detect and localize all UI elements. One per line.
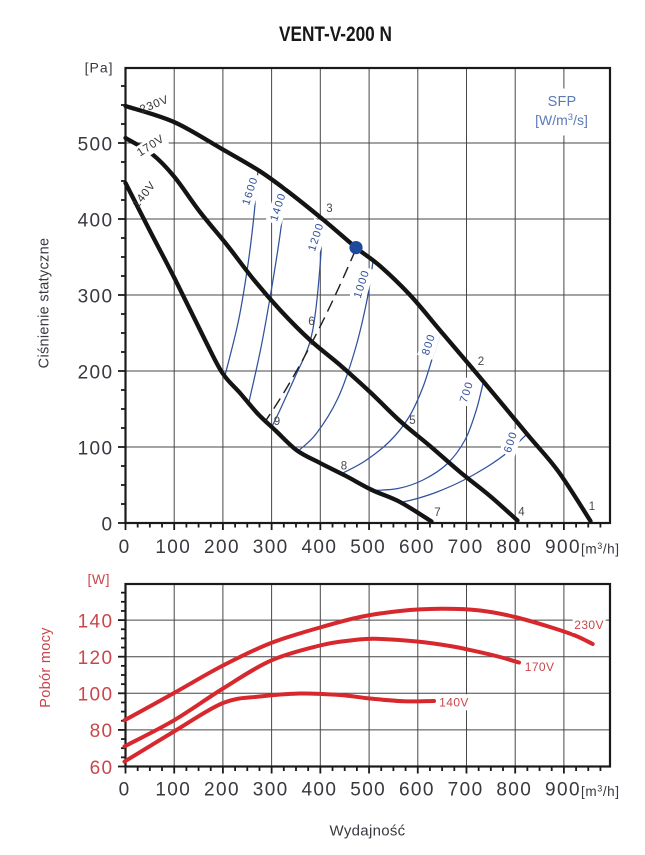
svg-text:200: 200 [204, 537, 240, 558]
svg-text:140V: 140V [439, 695, 469, 709]
svg-text:400: 400 [301, 537, 337, 558]
svg-text:400: 400 [78, 210, 114, 231]
svg-text:[W/m3/s]: [W/m3/s] [535, 112, 588, 128]
svg-text:200: 200 [78, 362, 114, 383]
svg-text:900: 900 [545, 780, 581, 801]
svg-text:170V: 170V [525, 660, 555, 674]
svg-text:800: 800 [496, 780, 532, 801]
svg-text:600: 600 [399, 780, 435, 801]
svg-text:100: 100 [155, 780, 191, 801]
svg-text:5: 5 [409, 415, 415, 427]
svg-text:800: 800 [496, 537, 532, 558]
svg-text:100: 100 [78, 685, 114, 706]
svg-text:900: 900 [545, 537, 581, 558]
svg-text:SFP: SFP [548, 94, 577, 110]
svg-text:Pobór mocy: Pobór mocy [38, 627, 54, 708]
svg-text:8: 8 [341, 461, 347, 473]
svg-text:2: 2 [478, 356, 484, 368]
svg-text:1: 1 [589, 501, 595, 513]
svg-text:300: 300 [78, 286, 114, 307]
svg-text:0: 0 [119, 780, 131, 801]
svg-text:100: 100 [78, 438, 114, 459]
svg-text:700: 700 [448, 780, 484, 801]
svg-text:400: 400 [301, 780, 337, 801]
svg-text:[W]: [W] [88, 571, 111, 587]
svg-text:80: 80 [90, 721, 114, 742]
svg-text:Ciśnienie statyczne: Ciśnienie statyczne [37, 238, 53, 369]
svg-text:[Pa]: [Pa] [85, 60, 114, 76]
svg-text:[m3/h]: [m3/h] [581, 541, 620, 557]
svg-text:500: 500 [350, 780, 386, 801]
svg-text:120: 120 [78, 648, 114, 669]
svg-text:3: 3 [326, 203, 332, 215]
svg-text:[m3/h]: [m3/h] [581, 784, 620, 800]
svg-text:230V: 230V [574, 618, 604, 632]
svg-text:0: 0 [102, 514, 114, 535]
svg-text:300: 300 [253, 780, 289, 801]
svg-text:100: 100 [155, 537, 191, 558]
svg-text:600: 600 [399, 537, 435, 558]
svg-text:500: 500 [350, 537, 386, 558]
svg-text:9: 9 [274, 416, 280, 428]
svg-text:200: 200 [204, 780, 240, 801]
svg-text:7: 7 [434, 507, 440, 519]
svg-text:VENT-V-200 N: VENT-V-200 N [279, 23, 392, 46]
svg-text:6: 6 [308, 316, 314, 328]
svg-text:60: 60 [90, 758, 114, 779]
svg-text:700: 700 [448, 537, 484, 558]
svg-text:Wydajność: Wydajność [330, 823, 406, 840]
svg-text:4: 4 [518, 507, 525, 519]
svg-text:140: 140 [78, 611, 114, 632]
svg-text:0: 0 [119, 537, 131, 558]
svg-text:500: 500 [78, 134, 114, 155]
svg-text:300: 300 [253, 537, 289, 558]
